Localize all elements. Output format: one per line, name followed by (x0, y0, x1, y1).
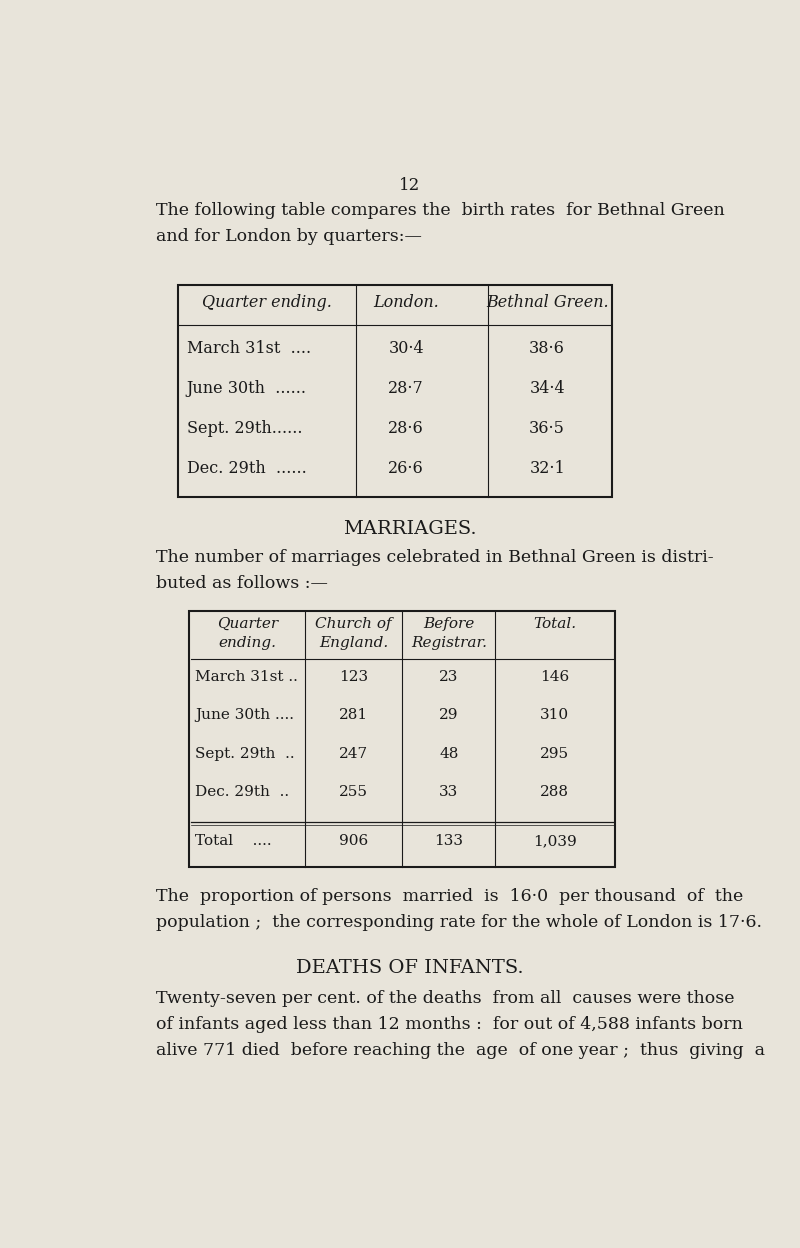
Text: 33: 33 (439, 785, 458, 799)
Text: March 31st ..: March 31st .. (195, 669, 298, 684)
Text: Dec. 29th  ......: Dec. 29th ...... (187, 461, 306, 477)
Text: Total.: Total. (534, 618, 577, 631)
Text: 28·6: 28·6 (388, 421, 424, 437)
Bar (189, 612, 615, 866)
Text: 146: 146 (540, 669, 570, 684)
Text: Total    ....: Total .... (195, 835, 272, 849)
Text: Church of
England.: Church of England. (315, 618, 392, 649)
Text: London.: London. (374, 293, 439, 311)
Text: The number of marriages celebrated in Bethnal Green is distri-
buted as follows : The number of marriages celebrated in Be… (156, 549, 714, 593)
Text: 133: 133 (434, 835, 463, 849)
Text: 38·6: 38·6 (530, 339, 565, 357)
Text: 36·5: 36·5 (530, 421, 565, 437)
Text: 32·1: 32·1 (530, 461, 565, 477)
Text: 906: 906 (339, 835, 368, 849)
Text: 310: 310 (540, 708, 570, 723)
Bar (178, 285, 611, 497)
Text: 26·6: 26·6 (388, 461, 424, 477)
Text: Dec. 29th  ..: Dec. 29th .. (195, 785, 290, 799)
Text: DEATHS OF INFANTS.: DEATHS OF INFANTS. (296, 958, 524, 977)
Text: 30·4: 30·4 (388, 339, 424, 357)
Text: 255: 255 (339, 785, 368, 799)
Text: 288: 288 (541, 785, 570, 799)
Text: March 31st  ....: March 31st .... (187, 339, 311, 357)
Text: 123: 123 (339, 669, 368, 684)
Text: June 30th  ......: June 30th ...... (187, 379, 307, 397)
Text: 29: 29 (439, 708, 458, 723)
Text: 12: 12 (399, 177, 421, 193)
Text: Before
Registrar.: Before Registrar. (410, 618, 486, 649)
Text: 295: 295 (540, 746, 570, 760)
Text: 23: 23 (439, 669, 458, 684)
Text: June 30th ....: June 30th .... (195, 708, 294, 723)
Text: Sept. 29th  ..: Sept. 29th .. (195, 746, 295, 760)
Text: Twenty-seven per cent. of the deaths  from all  causes were those
of infants age: Twenty-seven per cent. of the deaths fro… (156, 990, 765, 1060)
Text: 281: 281 (339, 708, 368, 723)
Text: Quarter ending.: Quarter ending. (202, 293, 331, 311)
Text: 34·4: 34·4 (530, 379, 565, 397)
Text: Quarter
ending.: Quarter ending. (217, 618, 278, 649)
Text: Bethnal Green.: Bethnal Green. (486, 293, 609, 311)
Text: 1,039: 1,039 (533, 835, 577, 849)
Text: 48: 48 (439, 746, 458, 760)
Text: MARRIAGES.: MARRIAGES. (343, 520, 477, 538)
Text: The following table compares the  birth rates  for Bethnal Green
and for London : The following table compares the birth r… (156, 202, 725, 245)
Text: 28·7: 28·7 (388, 379, 424, 397)
Text: The  proportion of persons  married  is  16·0  per thousand  of  the
population : The proportion of persons married is 16·… (156, 889, 762, 931)
Text: 247: 247 (339, 746, 368, 760)
Text: Sept. 29th......: Sept. 29th...... (187, 421, 302, 437)
